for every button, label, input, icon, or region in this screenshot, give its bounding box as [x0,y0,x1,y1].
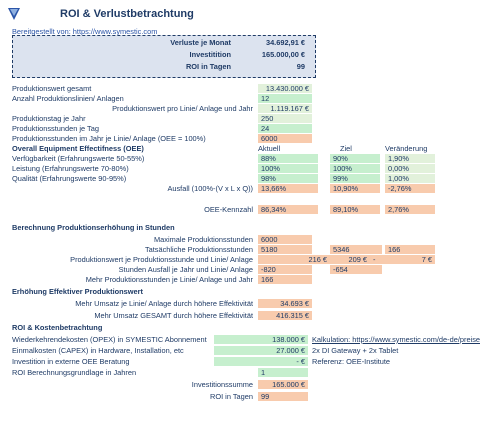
oee-change-ausfall: -2,76% [385,184,435,193]
summary-label: Investitition [189,50,231,59]
calc-label-actual: Tatsächliche Produktionsstunden [144,245,253,254]
input-label-linien: Anzahl Produktionslinien/ Anlagen [12,94,124,103]
calc-ausfall-a: -820 [258,265,312,274]
roi-total-label: Investitionssumme [191,380,253,389]
input-jahresstunden[interactable]: 6000 [258,134,312,143]
calc-mehr-a: 166 [258,275,312,284]
oee-kennzahl-target: 89,10% [330,205,380,214]
roi-label-capex: Einmalkosten (CAPEX) in Hardware, Instal… [12,346,184,355]
input-label-stunden: Produktionsstunden je Tag [12,124,99,133]
oee-target-leistung[interactable]: 100% [330,164,380,173]
oee-label-verfuegbarkeit: Verfügbarkeit (Erfahrungswerte 50-55%) [12,154,145,163]
provider-link[interactable]: Bereitgestellt von: https://www.symestic… [12,27,158,36]
summary-value[interactable]: 165.000,00 € [261,50,305,59]
roi-capex-note: 2x DI Gateway + 2x Tablet [312,346,399,355]
roi-label-opex: Wiederkehrendekosten (OPEX) in SYMESTIC … [12,335,207,344]
calc-wps-dash: - [370,255,385,264]
summary-label: ROI in Tagen [185,62,231,71]
input-label-wert-pro-linie: Produktionswert pro Linie/ Anlage und Ja… [112,104,253,113]
roi-beratung-value[interactable]: - € [214,357,308,366]
input-tage[interactable]: 250 [258,114,312,123]
calc-label-wert-pro-stunde: Produktionswert je Produktionsstunde und… [70,255,253,264]
oee-heading: Overall Equipment Effectifness (OEE) [12,144,144,153]
roi-heading: ROI & Kostenbetrachtung [12,323,103,332]
oee-change-qualitaet: 1,00% [385,174,435,183]
calc-wps-a: 216 € [258,255,330,264]
calc-actual-c: 166 [385,245,435,254]
oee-target-verfuegbarkeit[interactable]: 90% [330,154,380,163]
roi-total-value: 165.000 € [258,380,308,389]
oee-label-leistung: Leistung (Erfahrungswerte 70-80%) [12,164,129,173]
oee-change-verfuegbarkeit: 1,90% [385,154,435,163]
roi-opex-note-link[interactable]: Kalkulation: https://www.symestic.com/de… [312,335,480,344]
oee-actual-leistung[interactable]: 100% [258,164,318,173]
calc-actual-a: 5180 [258,245,312,254]
roi-label-beratung: Investition in externe OEE Beratung [12,357,130,366]
oee-col-target: Ziel [340,144,352,153]
input-label-produktionswert: Produktionswert gesamt [12,84,92,93]
summary-value[interactable]: 99 [296,62,305,71]
effective-label-gesamt: Mehr Umsatz GESAMT durch höhere Effektiv… [94,311,253,320]
effective-label-linie: Mehr Umsatz je Linie/ Anlage durch höher… [75,299,253,308]
calc-wps-c: 7 € [385,255,435,264]
calc-ausfall-b: -654 [330,265,382,274]
page-title: ROI & Verlustbetrachtung [60,8,194,20]
input-label-jahresstunden: Produktionsstunden im Jahr je Linie/ Anl… [12,134,206,143]
input-label-tage: Produktionstag je Jahr [12,114,86,123]
oee-change-leistung: 0,00% [385,164,435,173]
oee-actual-verfuegbarkeit[interactable]: 88% [258,154,318,163]
effective-heading: Erhöhung Effektiver Produktionswert [12,287,143,296]
roi-capex-value[interactable]: 27.000 € [214,346,308,355]
summary-box: Verluste je Monat 34.692,91 € Investitit… [12,35,316,78]
oee-target-qualitaet[interactable]: 99% [330,174,380,183]
oee-kennzahl-change: 2,76% [385,205,435,214]
oee-kennzahl-label: OEE-Kennzahl [204,205,253,214]
calc-actual-b: 5346 [330,245,382,254]
calc-heading: Berechnung Produktionserhöhung in Stunde… [12,223,175,232]
calc-label-max: Maximale Produktionsstunden [153,235,253,244]
symestic-logo-icon [8,8,20,20]
roi-jahre-value[interactable]: 1 [258,368,308,377]
calc-wps-b: 209 € [330,255,370,264]
input-linien[interactable]: 12 [258,94,312,103]
oee-col-change: Veränderung [385,144,428,153]
input-stunden[interactable]: 24 [258,124,312,133]
summary-value[interactable]: 34.692,91 € [265,38,305,47]
oee-actual-qualitaet[interactable]: 98% [258,174,318,183]
input-wert-pro-linie[interactable]: 1.119.167 € [258,104,312,113]
calc-label-ausfall: Stunden Ausfall je Jahr und Linie/ Anlag… [118,265,253,274]
oee-kennzahl-actual: 86,34% [258,205,318,214]
roi-beratung-note: Referenz: OEE-Institute [312,357,391,366]
input-produktionswert[interactable]: 13.430.000 € [258,84,312,93]
oee-label-qualitaet: Qualität (Erfahrungswerte 90-95%) [12,174,127,183]
oee-actual-ausfall: 13,66% [258,184,318,193]
effective-gesamt-value: 416.315 € [258,311,312,320]
calc-label-mehr: Mehr Produktionsstunden je Linie/ Anlage… [85,275,253,284]
oee-col-actual: Aktuell [258,144,281,153]
roi-opex-value[interactable]: 138.000 € [214,335,308,344]
oee-target-ausfall: 10,90% [330,184,380,193]
roi-label-jahre: ROI Berechnungsgrundlage in Jahren [12,368,137,377]
effective-linie-value: 34.693 € [258,299,312,308]
oee-label-ausfall: Ausfall (100%-(V x L x Q)) [167,184,253,193]
calc-max-a: 6000 [258,235,312,244]
roi-days-value: 99 [258,392,308,401]
summary-label: Verluste je Monat [170,38,231,47]
roi-days-label: ROI in Tagen [209,392,253,401]
